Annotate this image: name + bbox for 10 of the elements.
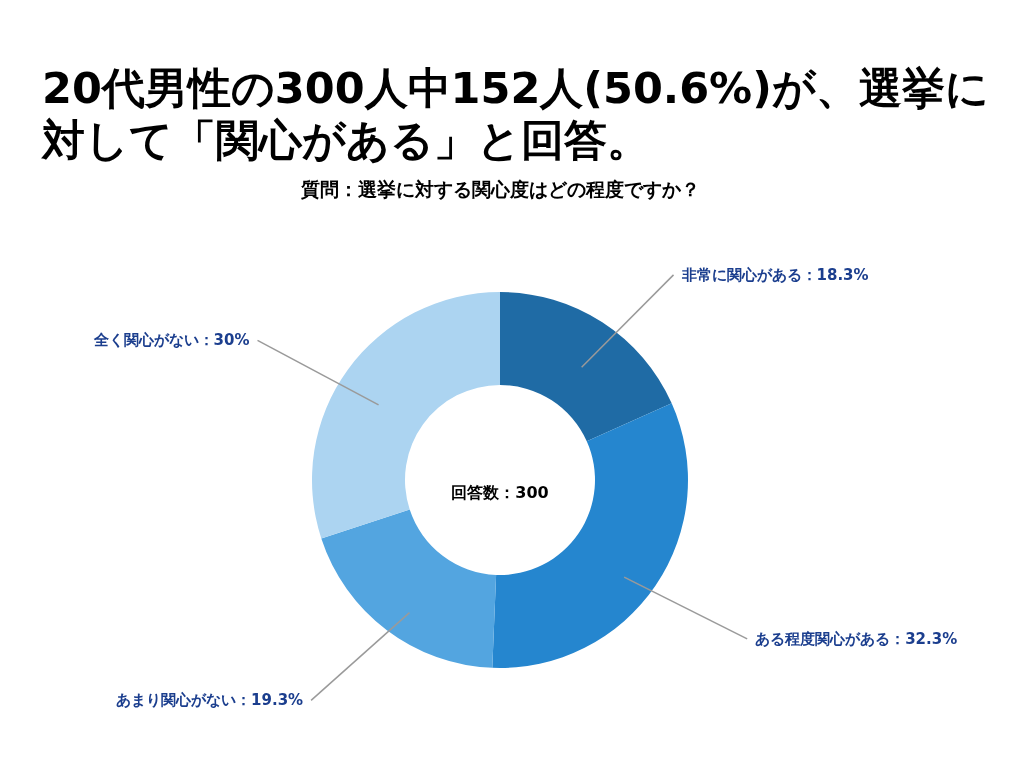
donut-slice (312, 292, 500, 539)
donut-slice (500, 292, 672, 442)
donut-slice (321, 509, 497, 668)
chart-subtitle: 質問：選挙に対する関心度はどの程度ですか？ (299, 178, 700, 200)
text: 回答数：300 (451, 483, 549, 502)
slice-label: あまり関心がない：19.3% (116, 691, 304, 710)
chart-title: 20代男性の300人中152人(50.6%)が、選挙に対して「関心がある」と回答。 (42, 62, 990, 166)
slice-label: 全く関心がない：30% (92, 331, 250, 350)
slice-label: ある程度関心がある：32.3% (755, 629, 958, 648)
slice-label: 非常に関心がある：18.3% (680, 265, 869, 284)
